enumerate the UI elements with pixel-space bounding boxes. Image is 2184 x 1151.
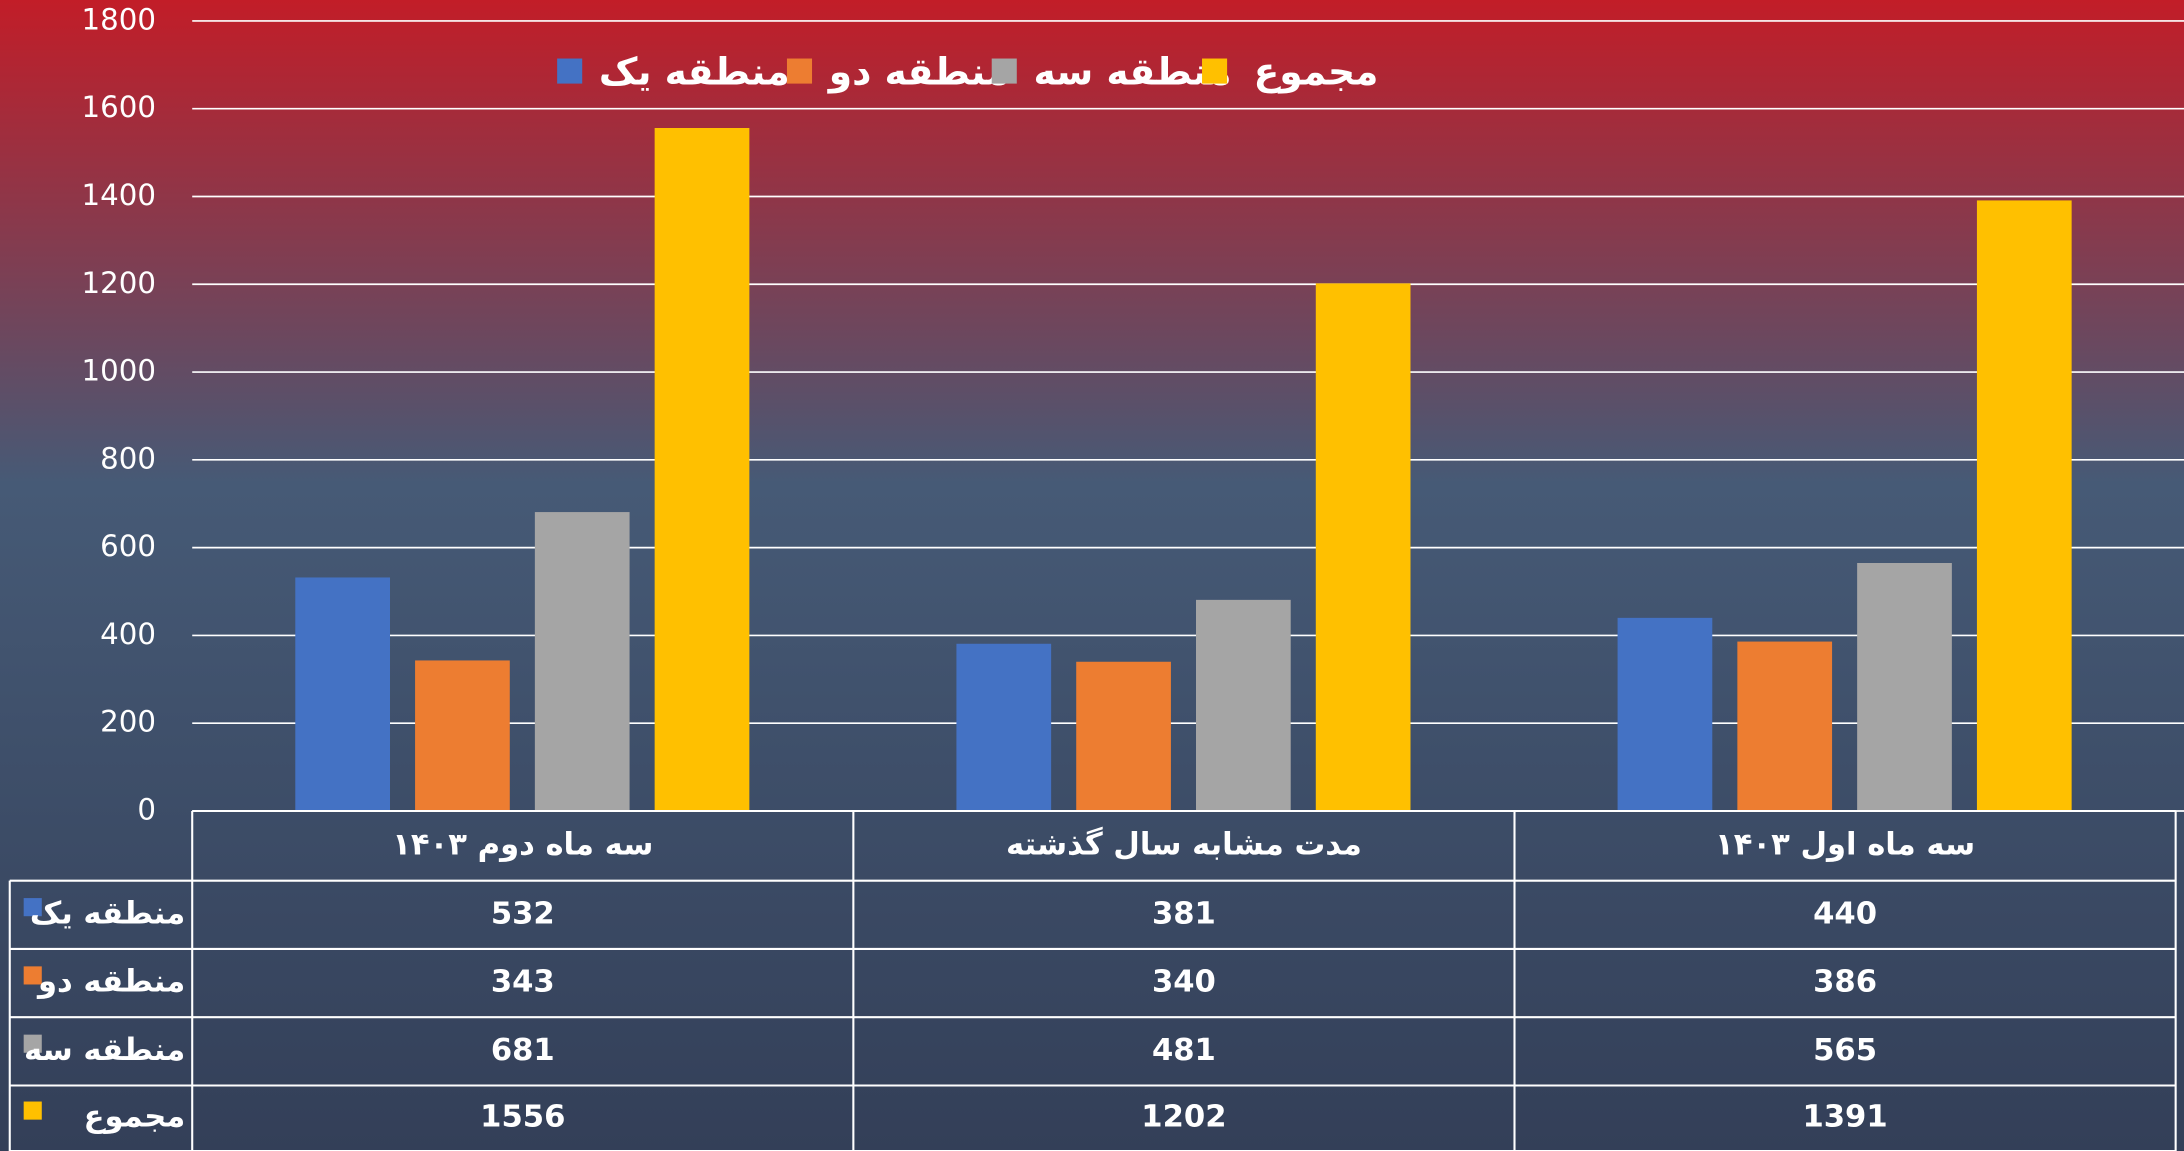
table-value: 381 bbox=[1152, 896, 1216, 931]
table-value: 343 bbox=[491, 965, 555, 1000]
table-value: 481 bbox=[1152, 1033, 1216, 1068]
bar bbox=[1196, 599, 1291, 811]
legend-label: منطقه سه bbox=[1033, 49, 1231, 93]
table-swatch bbox=[23, 966, 42, 985]
bar bbox=[654, 128, 750, 811]
table-value: 1391 bbox=[1802, 1100, 1887, 1135]
y-tick-label: 1000 bbox=[82, 354, 156, 388]
legend-swatch bbox=[991, 58, 1017, 84]
table-row-label: مجموع bbox=[84, 1100, 186, 1135]
table-value: 681 bbox=[491, 1033, 555, 1068]
bar bbox=[956, 643, 1052, 811]
bar bbox=[1737, 641, 1833, 811]
bar bbox=[1076, 661, 1171, 811]
x-tick-label: مدت مشابه سال گذشته bbox=[1006, 826, 1362, 862]
table-value: 532 bbox=[491, 896, 555, 931]
y-tick-label: 400 bbox=[100, 617, 156, 651]
y-tick-label: 0 bbox=[137, 792, 156, 826]
table-value: 565 bbox=[1813, 1033, 1877, 1068]
table-value: 340 bbox=[1152, 965, 1216, 1000]
legend-swatch bbox=[786, 58, 813, 84]
bar bbox=[1857, 562, 1952, 811]
table-swatch bbox=[23, 898, 42, 917]
table-swatch bbox=[23, 1034, 42, 1053]
y-tick-label: 1800 bbox=[82, 2, 156, 36]
bar bbox=[1315, 283, 1411, 811]
x-tick-label: سه ماه دوم ۱۴۰۳ bbox=[392, 827, 653, 862]
bar bbox=[415, 660, 510, 811]
legend-swatch bbox=[557, 58, 583, 84]
y-tick-label: 1400 bbox=[82, 178, 156, 212]
legend-swatch bbox=[1202, 58, 1228, 84]
bar bbox=[295, 577, 390, 811]
y-tick-label: 800 bbox=[100, 441, 156, 475]
y-tick-label: 600 bbox=[100, 529, 156, 563]
bar bbox=[1617, 617, 1713, 811]
legend-label: منطقه دو bbox=[827, 49, 1010, 93]
table-value: 1202 bbox=[1141, 1100, 1226, 1135]
x-tick-label: سه ماه اول ۱۴۰۳ bbox=[1715, 827, 1975, 862]
table-value: 1556 bbox=[480, 1100, 565, 1135]
table-row-label: منطقه یک bbox=[30, 896, 185, 931]
table-value: 386 bbox=[1813, 965, 1877, 1000]
legend-label: مجموع bbox=[1254, 49, 1379, 93]
table-value: 440 bbox=[1813, 896, 1877, 931]
y-tick-label: 1600 bbox=[82, 90, 156, 124]
bar bbox=[1976, 200, 2072, 811]
y-tick-label: 1200 bbox=[82, 266, 156, 300]
table-row-label: منطقه دو bbox=[36, 965, 185, 1000]
legend-label: منطقه یک bbox=[599, 49, 790, 93]
bar bbox=[534, 512, 630, 811]
table-row-label: منطقه سه bbox=[24, 1033, 185, 1068]
y-tick-label: 200 bbox=[100, 705, 156, 739]
table-swatch bbox=[23, 1101, 42, 1120]
